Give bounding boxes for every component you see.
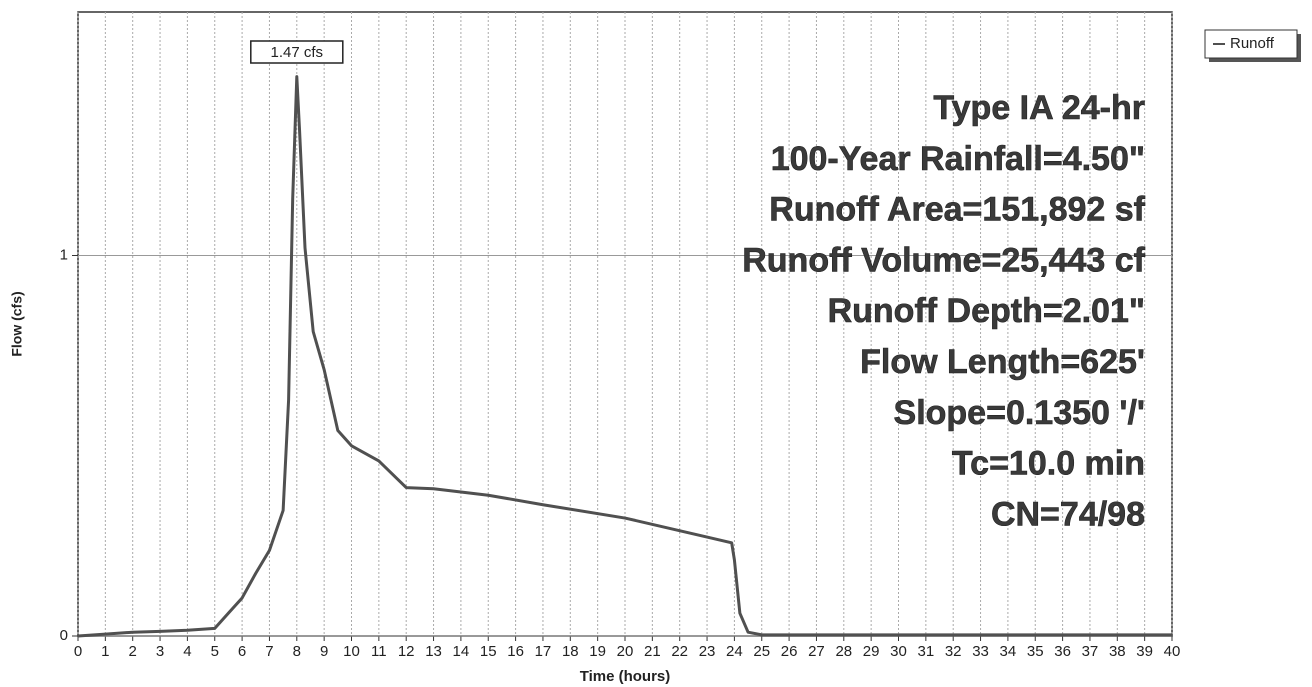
x-tick-label: 27	[808, 643, 825, 660]
x-tick-label: 0	[74, 643, 82, 660]
x-tick-label: 6	[238, 643, 246, 660]
peak-label: 1.47 cfs	[271, 44, 324, 61]
x-tick-label: 24	[726, 643, 743, 660]
x-tick-label: 30	[890, 643, 907, 660]
x-tick-label: 7	[265, 643, 273, 660]
x-tick-label: 10	[343, 643, 360, 660]
x-tick-label: 9	[320, 643, 328, 660]
info-line: Runoff Depth=2.01"	[828, 292, 1145, 330]
x-tick-label: 15	[480, 643, 497, 660]
x-tick-label: 14	[453, 643, 470, 660]
info-line: Type IA 24-hr	[933, 89, 1145, 127]
x-tick-label: 16	[507, 643, 524, 660]
x-tick-label: 13	[425, 643, 442, 660]
x-axis-label: Time (hours)	[580, 668, 671, 685]
x-tick-label: 1	[101, 643, 109, 660]
y-tick-label: 1	[60, 246, 68, 263]
info-line: 100-Year Rainfall=4.50"	[771, 140, 1145, 178]
x-tick-label: 23	[699, 643, 716, 660]
y-axis-label: Flow (cfs)	[9, 291, 25, 356]
x-tick-label: 36	[1054, 643, 1071, 660]
x-tick-label: 32	[945, 643, 962, 660]
x-tick-label: 20	[617, 643, 634, 660]
x-tick-label: 40	[1164, 643, 1181, 660]
x-tick-label: 3	[156, 643, 164, 660]
x-tick-label: 8	[293, 643, 301, 660]
x-tick-label: 31	[918, 643, 935, 660]
y-tick-label: 0	[60, 627, 68, 644]
x-tick-label: 2	[129, 643, 137, 660]
legend-label: Runoff	[1230, 35, 1275, 52]
info-line: Runoff Volume=25,443 cf	[742, 241, 1145, 279]
x-tick-label: 34	[1000, 643, 1017, 660]
x-tick-label: 38	[1109, 643, 1126, 660]
x-tick-label: 4	[183, 643, 191, 660]
x-tick-label: 11	[371, 643, 387, 660]
x-tick-label: 33	[972, 643, 989, 660]
x-tick-label: 19	[589, 643, 606, 660]
x-tick-label: 22	[671, 643, 688, 660]
x-tick-label: 39	[1136, 643, 1153, 660]
x-tick-label: 25	[753, 643, 770, 660]
peak-label-box	[250, 40, 344, 64]
info-line: Slope=0.1350 '/'	[894, 394, 1145, 432]
x-tick-label: 37	[1082, 643, 1099, 660]
x-tick-label: 17	[535, 643, 552, 660]
x-tick-label: 26	[781, 643, 798, 660]
info-line: Flow Length=625'	[860, 343, 1145, 381]
x-tick-label: 12	[398, 643, 415, 660]
info-line: Runoff Area=151,892 sf	[769, 191, 1145, 229]
x-tick-label: 29	[863, 643, 880, 660]
info-line: CN=74/98	[991, 495, 1145, 533]
x-tick-label: 21	[644, 643, 661, 660]
runoff-line	[77, 75, 1172, 638]
x-tick-label: 28	[835, 643, 852, 660]
info-line: Tc=10.0 min	[952, 445, 1145, 483]
x-tick-label: 18	[562, 643, 579, 660]
x-tick-label: 35	[1027, 643, 1044, 660]
x-tick-label: 5	[211, 643, 219, 660]
